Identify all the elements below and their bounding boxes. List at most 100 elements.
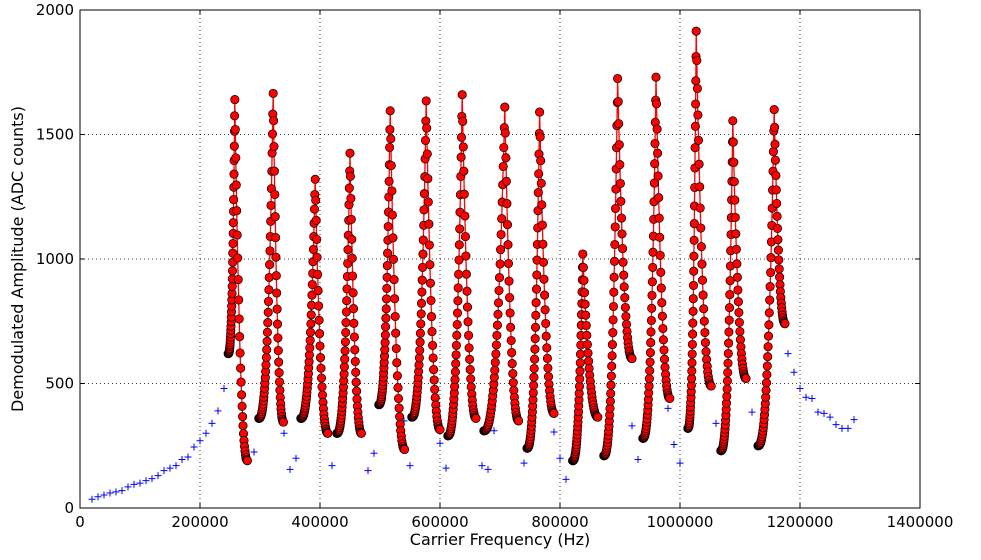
resonance-point: [266, 200, 276, 210]
resonance-point: [430, 384, 440, 394]
background-point: [796, 384, 804, 392]
resonance-point: [653, 171, 663, 181]
resonance-point: [770, 122, 780, 132]
background-point: [550, 428, 558, 436]
resonance-point: [549, 408, 559, 418]
resonance-point: [495, 259, 505, 269]
resonance-point: [384, 176, 394, 186]
resonance-point: [646, 327, 656, 337]
resonance-point: [391, 343, 401, 354]
resonance-point: [741, 373, 751, 384]
resonance-point: [230, 124, 240, 135]
resonance-point: [452, 308, 463, 318]
resonance-point: [615, 160, 625, 170]
resonance-point: [264, 285, 274, 295]
resonance-point: [263, 307, 273, 317]
resonance-point: [648, 262, 658, 272]
background-point: [478, 462, 486, 470]
resonance-point: [236, 377, 246, 387]
resonance-point: [496, 245, 506, 255]
resonance-point: [456, 132, 467, 142]
resonance-point: [263, 296, 274, 306]
resonance-point: [390, 294, 400, 304]
resonance-point: [310, 174, 320, 184]
resonance-point: [381, 304, 391, 314]
resonance-point: [690, 143, 700, 153]
resonance-point: [505, 293, 515, 303]
background-point: [208, 419, 216, 427]
resonance-point: [540, 305, 550, 315]
background-point: [190, 443, 198, 451]
background-point: [112, 488, 120, 496]
resonance-point: [543, 363, 553, 373]
resonance-point: [381, 313, 391, 323]
background-point: [106, 489, 114, 497]
resonance-point: [388, 233, 398, 243]
resonance-point: [606, 371, 616, 381]
resonance-point: [451, 359, 461, 369]
tick-layer: 0 200000 400000 600000 800000 1000000 1200000 1…: [36, 1, 954, 531]
resonance-point: [387, 210, 397, 220]
resonance-point: [490, 365, 500, 375]
resonance-point: [772, 198, 782, 209]
resonance-point: [608, 328, 618, 338]
resonance-point: [229, 195, 239, 205]
resonance-point: [308, 244, 318, 254]
resonance-point: [540, 290, 550, 300]
resonance-point: [653, 148, 663, 158]
resonance-point: [461, 269, 471, 279]
resonance-point: [272, 304, 282, 314]
resonance-point: [699, 304, 709, 314]
resonance-point: [770, 139, 780, 149]
resonance-point: [656, 267, 666, 277]
resonance-point: [386, 134, 396, 144]
resonance-point: [687, 373, 697, 384]
resonance-point: [262, 345, 272, 355]
resonance-point: [262, 336, 272, 346]
resonance-point: [644, 381, 654, 391]
resonance-point: [504, 276, 514, 286]
resonance-point: [724, 338, 734, 348]
resonance-point: [238, 412, 248, 422]
resonance-point: [459, 189, 469, 199]
resonance-point: [766, 253, 776, 263]
resonance-point: [350, 345, 360, 355]
x-tick-label: 0: [75, 513, 85, 531]
resonance-point: [580, 299, 590, 309]
resonance-point: [234, 295, 244, 305]
resonance-point: [450, 374, 460, 385]
resonance-point: [620, 302, 630, 313]
resonance-point: [349, 332, 359, 342]
resonance-point: [465, 365, 475, 375]
resonance-point: [529, 372, 539, 382]
resonance-point: [423, 197, 433, 207]
resonance-point: [772, 211, 782, 221]
resonance-point: [454, 255, 464, 265]
background-point: [292, 454, 300, 462]
resonance-point: [422, 123, 432, 133]
resonance-point: [346, 193, 356, 203]
resonance-point: [274, 357, 284, 367]
resonance-point: [651, 72, 661, 82]
resonance-point: [383, 221, 393, 232]
resonance-point: [645, 357, 655, 367]
resonance-point: [730, 212, 740, 222]
resonance-point: [503, 258, 514, 269]
resonance-point: [462, 286, 472, 296]
resonance-point: [687, 366, 697, 376]
background-point: [484, 465, 492, 473]
resonance-point: [771, 185, 781, 195]
resonance-point: [305, 335, 315, 345]
x-tick-label: 1200000: [767, 513, 834, 531]
resonance-point: [647, 277, 657, 287]
resonance-point: [734, 307, 744, 318]
resonance-point: [529, 380, 539, 390]
resonance-point: [729, 157, 739, 167]
resonance-point: [764, 308, 774, 318]
resonance-point: [307, 290, 317, 300]
resonance-point: [230, 95, 240, 105]
background-point: [328, 462, 336, 470]
background-point: [280, 429, 288, 437]
resonance-point: [700, 327, 710, 338]
